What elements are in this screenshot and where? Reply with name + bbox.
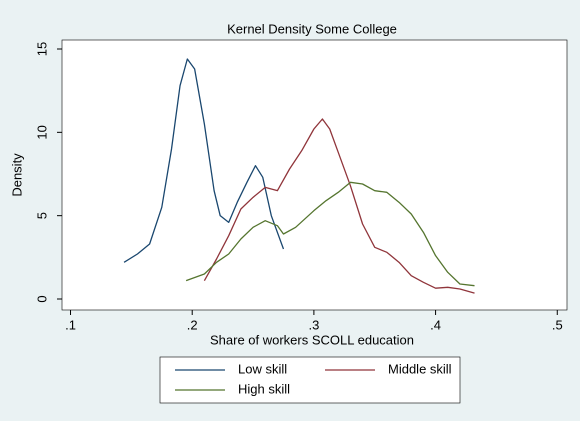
density-line: [203, 118, 475, 294]
legend-label: Middle skill: [388, 361, 452, 376]
density-line: [123, 58, 285, 263]
y-tick-label: 5: [34, 212, 49, 219]
y-tick-label: 0: [34, 295, 49, 302]
y-axis-label: Density: [9, 153, 24, 197]
y-tick-label: 15: [34, 42, 49, 56]
x-tick-label: .4: [430, 317, 441, 332]
x-axis-label: Share of workers SCOLL education: [210, 332, 414, 347]
legend-label: Low skill: [238, 361, 287, 376]
plot-area: [61, 39, 568, 311]
legend-label: High skill: [238, 381, 290, 396]
y-tick-label: 10: [34, 125, 49, 139]
legend: [159, 356, 461, 404]
x-tick-label: .3: [308, 317, 319, 332]
x-tick-label: .1: [65, 317, 76, 332]
density-line: [185, 181, 475, 287]
x-tick-label: .5: [552, 317, 563, 332]
chart-title: Kernel Density Some College: [227, 21, 397, 36]
x-tick-label: .2: [187, 317, 198, 332]
